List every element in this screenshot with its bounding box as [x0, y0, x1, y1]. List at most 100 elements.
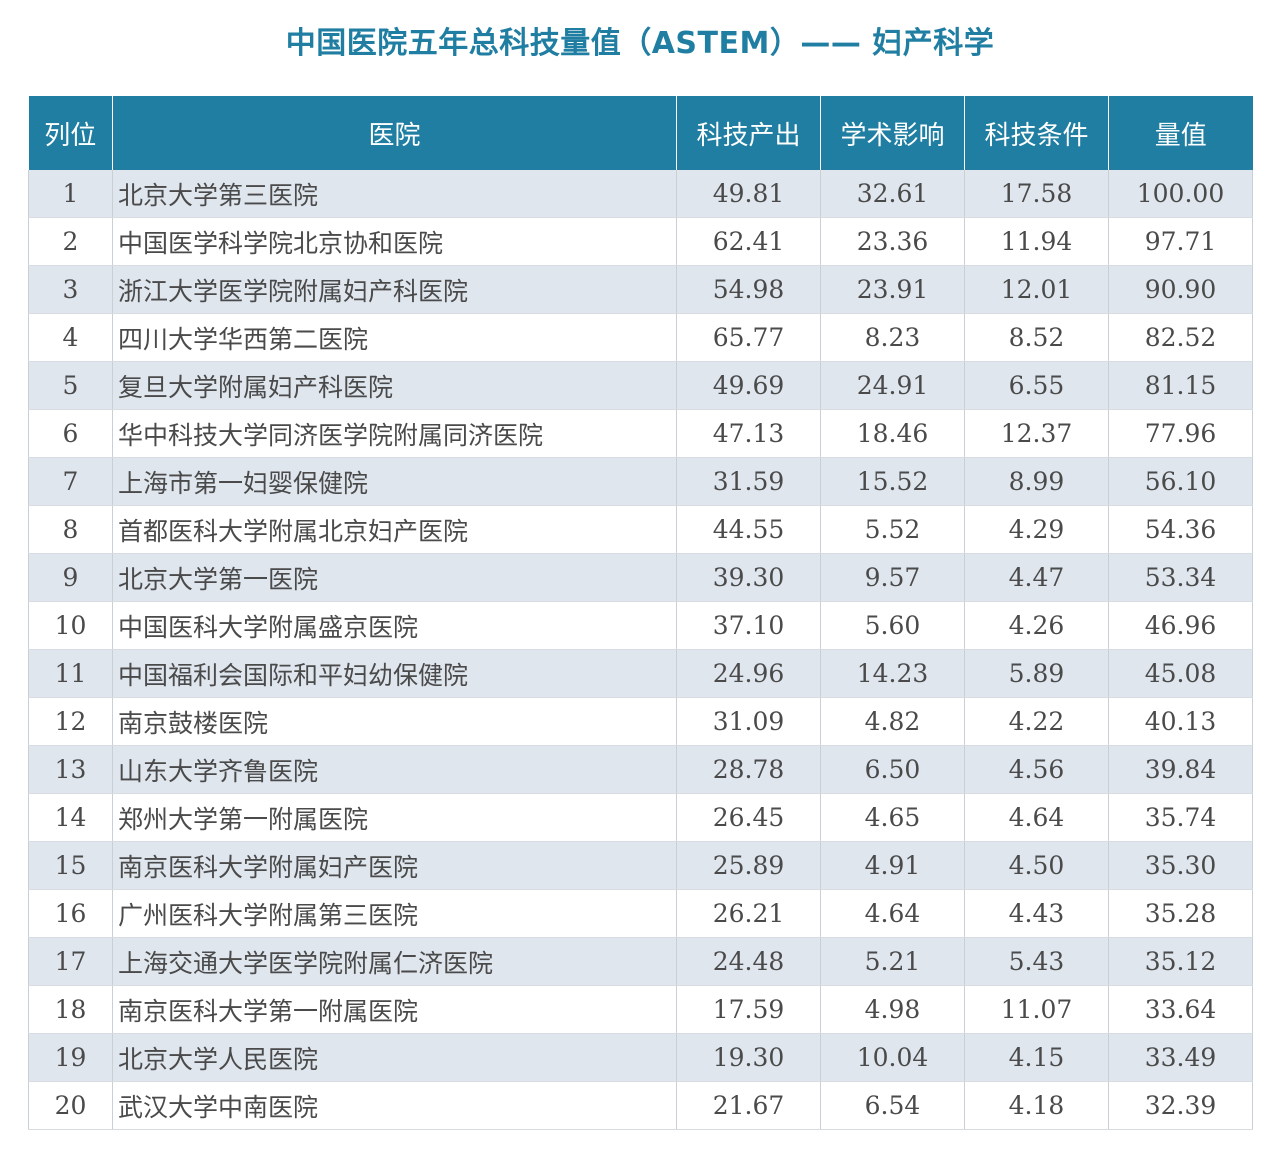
cell-hospital: 复旦大学附属妇产科医院 — [112, 361, 677, 410]
cell-value: 100.00 — [1108, 170, 1253, 218]
cell-impact: 6.50 — [820, 745, 965, 794]
cell-output: 44.55 — [676, 505, 821, 554]
cell-condition: 8.52 — [964, 313, 1109, 362]
cell-value: 56.10 — [1108, 457, 1253, 506]
cell-value: 82.52 — [1108, 313, 1253, 362]
cell-value: 81.15 — [1108, 361, 1253, 410]
cell-rank: 7 — [28, 457, 113, 506]
table-row: 15 南京医科大学附属妇产医院 25.89 4.91 4.50 35.30 — [28, 841, 1253, 890]
cell-hospital: 浙江大学医学院附属妇产科医院 — [112, 265, 677, 314]
cell-impact: 23.91 — [820, 265, 965, 314]
cell-output: 19.30 — [676, 1033, 821, 1082]
cell-value: 35.74 — [1108, 793, 1253, 842]
cell-value: 53.34 — [1108, 553, 1253, 602]
table-row: 3 浙江大学医学院附属妇产科医院 54.98 23.91 12.01 90.90 — [28, 265, 1253, 314]
cell-hospital: 四川大学华西第二医院 — [112, 313, 677, 362]
cell-output: 54.98 — [676, 265, 821, 314]
cell-hospital: 上海交通大学医学院附属仁济医院 — [112, 937, 677, 986]
cell-hospital: 南京医科大学附属妇产医院 — [112, 841, 677, 890]
table-row: 8 首都医科大学附属北京妇产医院 44.55 5.52 4.29 54.36 — [28, 505, 1253, 554]
cell-condition: 4.15 — [964, 1033, 1109, 1082]
cell-condition: 12.01 — [964, 265, 1109, 314]
header-rank: 列位 — [28, 96, 113, 170]
cell-output: 47.13 — [676, 409, 821, 458]
table-row: 5 复旦大学附属妇产科医院 49.69 24.91 6.55 81.15 — [28, 361, 1253, 410]
cell-output: 17.59 — [676, 985, 821, 1034]
page-title: 中国医院五年总科技量值（ASTEM）—— 妇产科学 — [285, 26, 995, 61]
cell-value: 45.08 — [1108, 649, 1253, 698]
cell-output: 49.81 — [676, 170, 821, 218]
table-row: 12 南京鼓楼医院 31.09 4.82 4.22 40.13 — [28, 697, 1253, 746]
cell-value: 40.13 — [1108, 697, 1253, 746]
cell-rank: 16 — [28, 889, 113, 938]
cell-rank: 15 — [28, 841, 113, 890]
cell-impact: 4.82 — [820, 697, 965, 746]
cell-value: 33.64 — [1108, 985, 1253, 1034]
cell-condition: 4.26 — [964, 601, 1109, 650]
cell-rank: 2 — [28, 217, 113, 266]
cell-value: 54.36 — [1108, 505, 1253, 554]
cell-condition: 4.29 — [964, 505, 1109, 554]
header-hospital: 医院 — [112, 96, 677, 170]
cell-impact: 18.46 — [820, 409, 965, 458]
cell-value: 77.96 — [1108, 409, 1253, 458]
cell-condition: 4.43 — [964, 889, 1109, 938]
cell-hospital: 中国医学科学院北京协和医院 — [112, 217, 677, 266]
cell-hospital: 上海市第一妇婴保健院 — [112, 457, 677, 506]
cell-output: 31.09 — [676, 697, 821, 746]
cell-output: 37.10 — [676, 601, 821, 650]
cell-condition: 12.37 — [964, 409, 1109, 458]
cell-rank: 6 — [28, 409, 113, 458]
table-row: 16 广州医科大学附属第三医院 26.21 4.64 4.43 35.28 — [28, 889, 1253, 938]
cell-rank: 3 — [28, 265, 113, 314]
cell-impact: 9.57 — [820, 553, 965, 602]
cell-impact: 4.64 — [820, 889, 965, 938]
cell-hospital: 华中科技大学同济医学院附属同济医院 — [112, 409, 677, 458]
cell-output: 65.77 — [676, 313, 821, 362]
table-row: 19 北京大学人民医院 19.30 10.04 4.15 33.49 — [28, 1033, 1253, 1082]
cell-condition: 17.58 — [964, 170, 1109, 218]
cell-output: 31.59 — [676, 457, 821, 506]
table-header-row: 列位 医院 科技产出 学术影响 科技条件 量值 — [28, 96, 1253, 170]
cell-hospital: 武汉大学中南医院 — [112, 1081, 677, 1130]
cell-hospital: 首都医科大学附属北京妇产医院 — [112, 505, 677, 554]
cell-condition: 6.55 — [964, 361, 1109, 410]
cell-rank: 10 — [28, 601, 113, 650]
cell-impact: 4.91 — [820, 841, 965, 890]
header-condition: 科技条件 — [964, 96, 1109, 170]
cell-value: 32.39 — [1108, 1081, 1253, 1130]
cell-condition: 4.47 — [964, 553, 1109, 602]
cell-condition: 4.56 — [964, 745, 1109, 794]
cell-value: 39.84 — [1108, 745, 1253, 794]
cell-output: 28.78 — [676, 745, 821, 794]
table-row: 11 中国福利会国际和平妇幼保健院 24.96 14.23 5.89 45.08 — [28, 649, 1253, 698]
cell-rank: 14 — [28, 793, 113, 842]
cell-hospital: 北京大学人民医院 — [112, 1033, 677, 1082]
table-row: 1 北京大学第三医院 49.81 32.61 17.58 100.00 — [28, 170, 1253, 218]
cell-value: 46.96 — [1108, 601, 1253, 650]
cell-hospital: 南京鼓楼医院 — [112, 697, 677, 746]
table-row: 10 中国医科大学附属盛京医院 37.10 5.60 4.26 46.96 — [28, 601, 1253, 650]
cell-hospital: 郑州大学第一附属医院 — [112, 793, 677, 842]
cell-output: 49.69 — [676, 361, 821, 410]
cell-rank: 9 — [28, 553, 113, 602]
cell-rank: 18 — [28, 985, 113, 1034]
cell-value: 35.30 — [1108, 841, 1253, 890]
cell-output: 25.89 — [676, 841, 821, 890]
cell-value: 33.49 — [1108, 1033, 1253, 1082]
cell-condition: 8.99 — [964, 457, 1109, 506]
cell-rank: 19 — [28, 1033, 113, 1082]
cell-condition: 4.18 — [964, 1081, 1109, 1130]
cell-rank: 12 — [28, 697, 113, 746]
header-output: 科技产出 — [676, 96, 821, 170]
table-row: 7 上海市第一妇婴保健院 31.59 15.52 8.99 56.10 — [28, 457, 1253, 506]
cell-hospital: 中国医科大学附属盛京医院 — [112, 601, 677, 650]
cell-output: 21.67 — [676, 1081, 821, 1130]
header-value: 量值 — [1108, 96, 1253, 170]
cell-condition: 11.94 — [964, 217, 1109, 266]
table-row: 2 中国医学科学院北京协和医院 62.41 23.36 11.94 97.71 — [28, 217, 1253, 266]
cell-rank: 1 — [28, 170, 113, 218]
cell-condition: 5.43 — [964, 937, 1109, 986]
cell-impact: 5.21 — [820, 937, 965, 986]
cell-impact: 23.36 — [820, 217, 965, 266]
